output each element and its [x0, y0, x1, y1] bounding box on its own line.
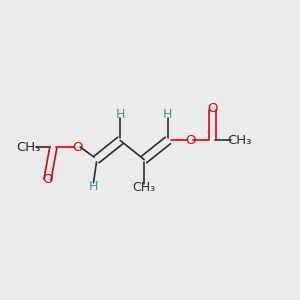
Text: CH₃: CH₃ [227, 134, 251, 147]
Text: H: H [116, 108, 125, 122]
Text: O: O [72, 140, 83, 154]
Text: CH₃: CH₃ [16, 140, 40, 154]
Text: O: O [185, 134, 195, 147]
Text: H: H [163, 108, 172, 122]
Text: O: O [207, 102, 218, 115]
Text: CH₃: CH₃ [133, 181, 156, 194]
Text: O: O [42, 173, 53, 186]
Text: H: H [89, 180, 98, 193]
